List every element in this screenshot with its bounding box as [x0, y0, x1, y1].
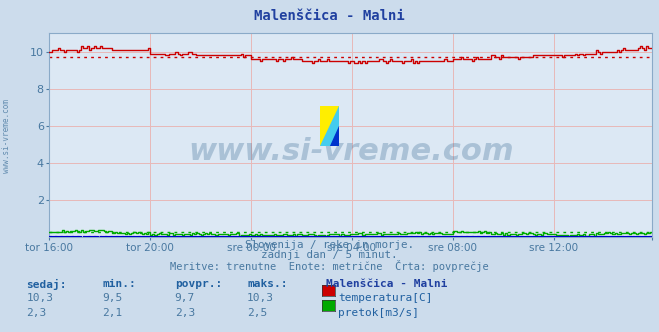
- Text: zadnji dan / 5 minut.: zadnji dan / 5 minut.: [261, 250, 398, 260]
- Text: 2,1: 2,1: [102, 308, 123, 318]
- Text: 10,3: 10,3: [247, 293, 274, 303]
- Text: sedaj:: sedaj:: [26, 279, 67, 290]
- Polygon shape: [320, 106, 339, 146]
- Text: Malenščica - Malni: Malenščica - Malni: [326, 279, 447, 289]
- Text: pretok[m3/s]: pretok[m3/s]: [338, 308, 419, 318]
- Text: 2,3: 2,3: [26, 308, 47, 318]
- Text: Malenščica - Malni: Malenščica - Malni: [254, 9, 405, 23]
- Text: 2,5: 2,5: [247, 308, 268, 318]
- Text: 2,3: 2,3: [175, 308, 195, 318]
- Text: temperatura[C]: temperatura[C]: [338, 293, 432, 303]
- Text: 9,7: 9,7: [175, 293, 195, 303]
- Text: Slovenija / reke in morje.: Slovenija / reke in morje.: [245, 240, 414, 250]
- Text: Meritve: trenutne  Enote: metrične  Črta: povprečje: Meritve: trenutne Enote: metrične Črta: …: [170, 260, 489, 272]
- Text: www.si-vreme.com: www.si-vreme.com: [188, 137, 514, 166]
- Polygon shape: [320, 106, 339, 146]
- Polygon shape: [330, 126, 339, 146]
- Text: maks.:: maks.:: [247, 279, 287, 289]
- Text: 9,5: 9,5: [102, 293, 123, 303]
- Text: min.:: min.:: [102, 279, 136, 289]
- Text: povpr.:: povpr.:: [175, 279, 222, 289]
- Text: 10,3: 10,3: [26, 293, 53, 303]
- Text: www.si-vreme.com: www.si-vreme.com: [2, 99, 11, 173]
